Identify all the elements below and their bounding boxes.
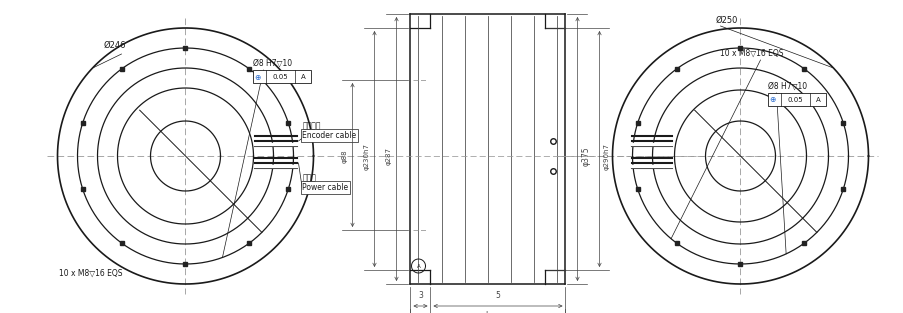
Text: Ø250: Ø250 xyxy=(714,16,737,25)
Text: Ø8 H7▽10: Ø8 H7▽10 xyxy=(768,82,806,91)
Text: 编码器线: 编码器线 xyxy=(303,121,321,130)
Text: 0.05: 0.05 xyxy=(273,74,288,80)
Text: 10 x M8▽16 EQS: 10 x M8▽16 EQS xyxy=(60,269,123,278)
Text: A: A xyxy=(416,264,420,269)
Text: 10 x M8▽16 EQS: 10 x M8▽16 EQS xyxy=(720,49,783,58)
Text: Ø246: Ø246 xyxy=(103,41,126,50)
Text: φ88: φ88 xyxy=(341,149,347,163)
Text: ⊕: ⊕ xyxy=(768,95,775,105)
Text: φ290h7: φ290h7 xyxy=(603,142,609,170)
Text: Encoder cable: Encoder cable xyxy=(303,131,356,140)
Text: 5: 5 xyxy=(495,291,500,300)
Text: A: A xyxy=(301,74,305,80)
Text: 动力线: 动力线 xyxy=(303,173,316,182)
Text: φ287: φ287 xyxy=(385,147,391,165)
Text: ⊕: ⊕ xyxy=(254,73,260,81)
Bar xyxy=(253,70,312,83)
Text: Ø8 H7▽10: Ø8 H7▽10 xyxy=(253,59,293,68)
Text: φ375: φ375 xyxy=(581,146,590,166)
Bar xyxy=(768,93,825,106)
Text: 0.05: 0.05 xyxy=(787,97,803,103)
Text: A: A xyxy=(815,97,820,103)
Text: L: L xyxy=(485,311,489,313)
Text: Power cable: Power cable xyxy=(303,183,349,192)
Text: 3: 3 xyxy=(417,291,423,300)
Text: φ230h7: φ230h7 xyxy=(363,142,369,170)
